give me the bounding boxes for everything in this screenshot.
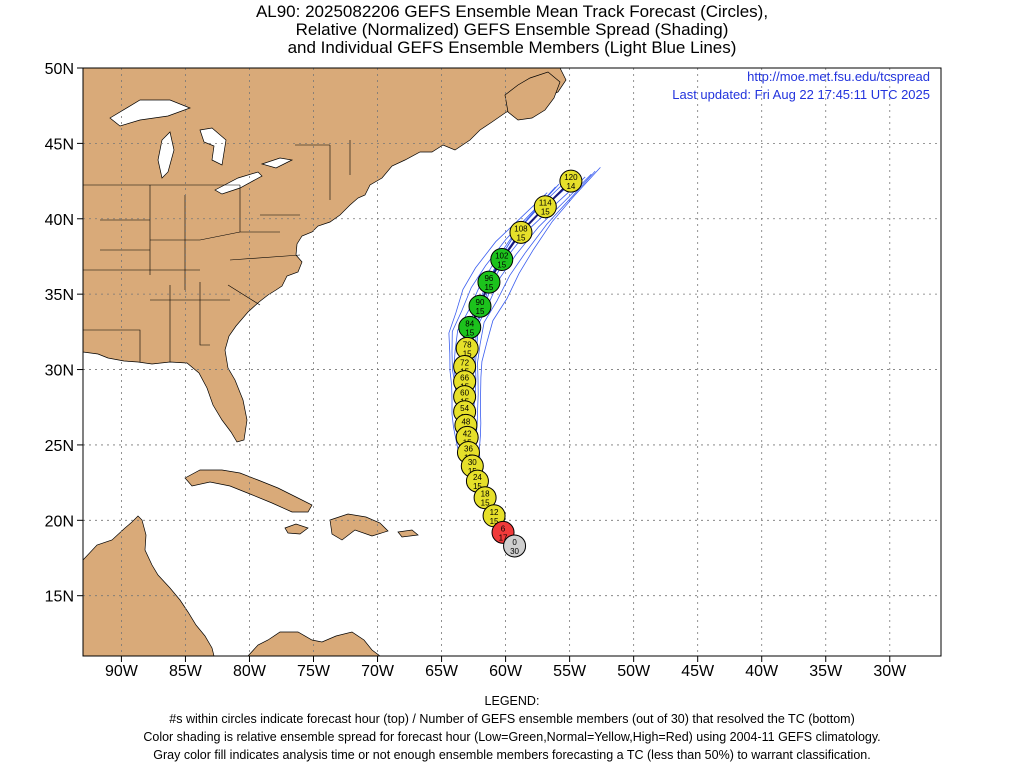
lon-tick-label: 50W [617,663,651,680]
forecast-hour-label: 36 [464,444,473,453]
member-count-label: 15 [541,208,550,217]
jamaica-land [284,523,309,535]
lon-tick-label: 65W [425,663,459,680]
forecast-hour-label: 72 [460,359,469,368]
axis-ticks: 90W 85W 80W 75W 70W 65W 60W 55W 50W 45W 40W 35W 30W 5… [45,61,907,680]
lon-tick-label: 90W [105,663,139,680]
forecast-hour-label: 18 [481,490,490,499]
forecast-hour-label: 78 [463,340,472,349]
member-count-label: 30 [510,547,519,556]
member-count-label: 15 [481,499,490,508]
member-count-label: 17 [499,533,508,542]
member-count-label: 15 [497,260,506,269]
lon-tick-label: 80W [233,663,267,680]
lat-tick-label: 50N [45,61,74,78]
forecast-hour-label: 108 [514,224,528,233]
forecast-hour-label: 114 [539,199,552,208]
member-count-label: 15 [476,307,485,316]
forecast-circle [468,294,492,318]
lat-lon-grid [83,68,941,656]
lat-tick-label: 45N [45,136,74,153]
forecast-hour-label: 6 [501,524,506,533]
lon-tick-label: 55W [553,663,587,680]
lon-tick-label: 35W [809,663,843,680]
member-count-label: 15 [465,328,474,337]
lat-tick-label: 35N [45,287,74,304]
lon-tick-label: 75W [297,663,331,680]
member-count-label: 15 [473,482,482,491]
forecast-hour-label: 66 [460,374,469,383]
legend-heading: LEGEND: [484,694,540,708]
title-line-1: AL90: 2025082206 GEFS Ensemble Mean Trac… [255,2,769,21]
lat-tick-label: 20N [45,513,74,530]
forecast-circle [559,169,583,193]
forecast-hour-label: 42 [463,429,472,438]
lon-tick-label: 70W [361,663,395,680]
forecast-hour-label: 0 [512,538,517,547]
forecast-hour-label: 102 [495,251,509,260]
legend-line-2: Color shading is relative ensemble sprea… [143,730,881,744]
map-frame [82,67,942,657]
url-text: http://moe.met.fsu.edu/tcspread [747,69,930,84]
forecast-hour-label: 24 [473,473,482,482]
cuba-land [184,469,313,513]
last-updated-text: Last updated: Fri Aug 22 17:45:11 UTC 20… [672,87,930,102]
forecast-hour-label: 48 [461,417,470,426]
lon-tick-label: 85W [169,663,203,680]
forecast-point: 030 [503,534,527,558]
lon-tick-label: 60W [489,663,523,680]
member-count-label: 15 [463,349,472,358]
forecast-hour-label: 54 [460,404,469,413]
great-lakes [109,99,294,195]
legend-line-1: #s within circles indicate forecast hour… [169,712,855,726]
hispaniola-land [329,513,389,541]
member-count-label: 15 [517,233,526,242]
lon-tick-label: 40W [745,663,779,680]
state-boundaries [83,140,351,362]
forecast-circle [477,270,501,294]
member-count-label: 15 [484,283,493,292]
central-america-land [83,515,215,656]
forecast-circle [509,220,533,244]
land-layer [83,68,567,656]
forecast-hour-label: 60 [460,389,469,398]
forecast-hour-label: 12 [490,508,499,517]
title-line-3: and Individual GEFS Ensemble Members (Li… [287,38,737,57]
forecast-hour-label: 90 [476,298,485,307]
member-count-label: 15 [490,517,499,526]
lat-tick-label: 30N [45,363,74,380]
puerto-rico-land [397,529,419,538]
newfoundland-land [504,71,561,121]
forecast-circle [533,195,557,219]
lon-tick-label: 30W [873,663,907,680]
forecast-hour-label: 30 [468,458,477,467]
forecast-hour-label: 120 [564,173,578,182]
title-line-2: Relative (Normalized) GEFS Ensemble Spre… [295,20,729,39]
member-count-label: 14 [566,182,575,191]
forecast-circle [490,247,514,271]
south-america-land [247,631,381,656]
lon-tick-label: 45W [681,663,715,680]
forecast-circle [503,534,527,558]
forecast-hour-label: 96 [484,274,493,283]
lat-tick-label: 15N [45,589,74,606]
forecast-hour-label: 84 [465,319,474,328]
lat-tick-label: 25N [45,438,74,455]
mean-track: 1201411415108151021596159015841578157215… [453,169,583,558]
legend-line-3: Gray color fill indicates analysis time … [153,748,871,762]
north-america-land [83,68,567,443]
lat-tick-label: 40N [45,212,74,229]
